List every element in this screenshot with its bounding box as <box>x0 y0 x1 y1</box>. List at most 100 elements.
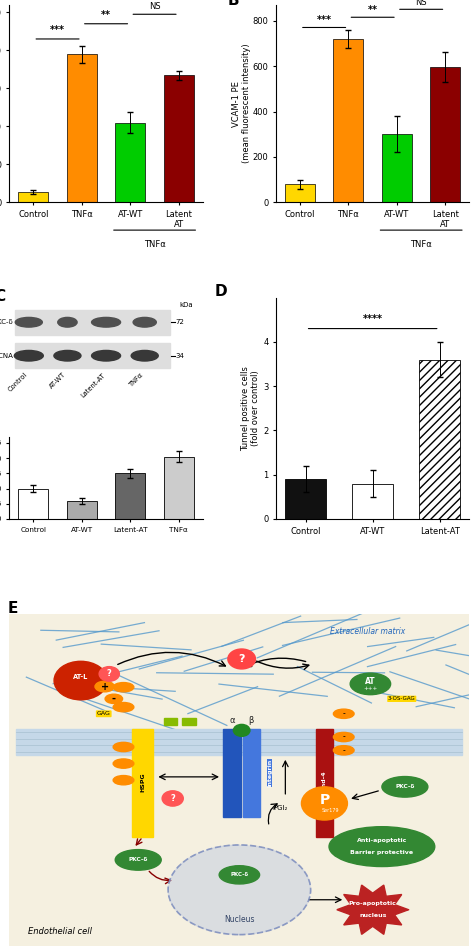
Circle shape <box>99 667 119 681</box>
Text: Nucleus: Nucleus <box>224 915 255 924</box>
Ellipse shape <box>113 743 134 751</box>
Text: Control: Control <box>8 372 29 393</box>
Text: NS: NS <box>415 0 427 8</box>
Bar <box>333 39 364 203</box>
Bar <box>352 483 393 519</box>
Bar <box>18 192 48 203</box>
Text: P: P <box>319 793 329 807</box>
Ellipse shape <box>113 759 134 768</box>
Text: -: - <box>342 709 345 718</box>
Y-axis label: VCAM-1 PE
(mean fluorescent intensity): VCAM-1 PE (mean fluorescent intensity) <box>232 44 251 164</box>
Ellipse shape <box>333 709 354 718</box>
Text: PKC-δ: PKC-δ <box>395 785 415 789</box>
Text: -: - <box>342 746 345 755</box>
Bar <box>223 728 241 817</box>
Text: +++: +++ <box>363 687 377 691</box>
Ellipse shape <box>91 350 120 361</box>
Text: Pro-apoptotic: Pro-apoptotic <box>349 902 397 906</box>
Ellipse shape <box>333 732 354 742</box>
Text: α: α <box>229 716 235 725</box>
Ellipse shape <box>131 350 158 361</box>
Text: PKC-δ: PKC-δ <box>128 858 148 863</box>
Text: **: ** <box>101 10 111 20</box>
Ellipse shape <box>95 681 114 692</box>
Text: Extracellular matrix: Extracellular matrix <box>330 628 406 636</box>
Text: TNFα: TNFα <box>410 240 432 249</box>
Bar <box>285 479 327 519</box>
Ellipse shape <box>168 844 310 935</box>
Circle shape <box>301 786 347 820</box>
Text: Ser179: Ser179 <box>321 807 339 812</box>
Bar <box>17 728 462 755</box>
Bar <box>285 184 315 203</box>
Bar <box>419 359 460 519</box>
Text: Barrier protective: Barrier protective <box>350 850 413 855</box>
Bar <box>182 718 196 726</box>
Ellipse shape <box>105 694 123 704</box>
Polygon shape <box>337 885 409 934</box>
Bar <box>115 123 146 203</box>
Text: Latent-AT: Latent-AT <box>79 372 106 398</box>
Text: -: - <box>342 732 345 742</box>
Bar <box>243 728 260 817</box>
Circle shape <box>233 725 250 736</box>
Bar <box>18 489 48 519</box>
Bar <box>164 75 194 203</box>
Ellipse shape <box>91 318 120 327</box>
Text: E: E <box>7 601 18 616</box>
Text: NS: NS <box>149 2 160 11</box>
Text: β: β <box>249 716 254 725</box>
Text: C: C <box>0 289 5 303</box>
Text: B: B <box>228 0 239 8</box>
Text: kDa: kDa <box>179 302 193 308</box>
Text: Integrin: Integrin <box>267 759 273 786</box>
Bar <box>15 343 170 368</box>
Text: GAG: GAG <box>97 711 110 716</box>
Text: Endothelial cell: Endothelial cell <box>28 927 92 937</box>
Ellipse shape <box>329 826 435 866</box>
Text: Anti-apoptotic: Anti-apoptotic <box>357 838 407 844</box>
Circle shape <box>162 791 183 806</box>
Text: ***: *** <box>50 25 65 35</box>
Text: AT-WT: AT-WT <box>49 372 67 390</box>
Text: ?: ? <box>238 654 245 664</box>
Text: PKC-δ: PKC-δ <box>0 320 13 325</box>
Ellipse shape <box>219 865 260 884</box>
Bar <box>430 68 460 203</box>
Text: ?: ? <box>107 670 112 678</box>
Text: 3-OS-GAG: 3-OS-GAG <box>388 696 416 701</box>
Ellipse shape <box>54 350 81 361</box>
Bar <box>67 54 97 203</box>
Text: 34: 34 <box>176 353 184 359</box>
Ellipse shape <box>113 703 134 711</box>
Text: PGI₂: PGI₂ <box>273 805 288 811</box>
Text: ?: ? <box>170 794 175 803</box>
Ellipse shape <box>15 318 42 327</box>
Ellipse shape <box>350 673 391 694</box>
Text: HSPG: HSPG <box>140 773 146 792</box>
Circle shape <box>228 649 255 669</box>
Text: Synd-4: Synd-4 <box>322 770 327 795</box>
Ellipse shape <box>58 318 77 327</box>
Bar <box>115 474 146 519</box>
Bar <box>67 501 97 519</box>
Text: AT: AT <box>365 677 376 686</box>
Bar <box>15 310 170 335</box>
Circle shape <box>54 661 108 700</box>
Bar <box>164 456 194 519</box>
Text: -: - <box>112 694 116 704</box>
Bar <box>132 728 153 837</box>
Ellipse shape <box>115 849 161 870</box>
Text: ****: **** <box>363 314 383 324</box>
Ellipse shape <box>14 350 43 361</box>
Bar <box>382 134 412 203</box>
Text: AT-L: AT-L <box>73 673 89 680</box>
Bar <box>316 728 333 837</box>
Text: +: + <box>100 682 109 691</box>
Ellipse shape <box>333 746 354 755</box>
Text: nucleus: nucleus <box>359 913 386 919</box>
Y-axis label: Tunnel positive cells
(fold over control): Tunnel positive cells (fold over control… <box>241 366 260 451</box>
Ellipse shape <box>133 318 156 327</box>
Text: TNFα: TNFα <box>128 372 145 388</box>
Ellipse shape <box>113 683 134 692</box>
